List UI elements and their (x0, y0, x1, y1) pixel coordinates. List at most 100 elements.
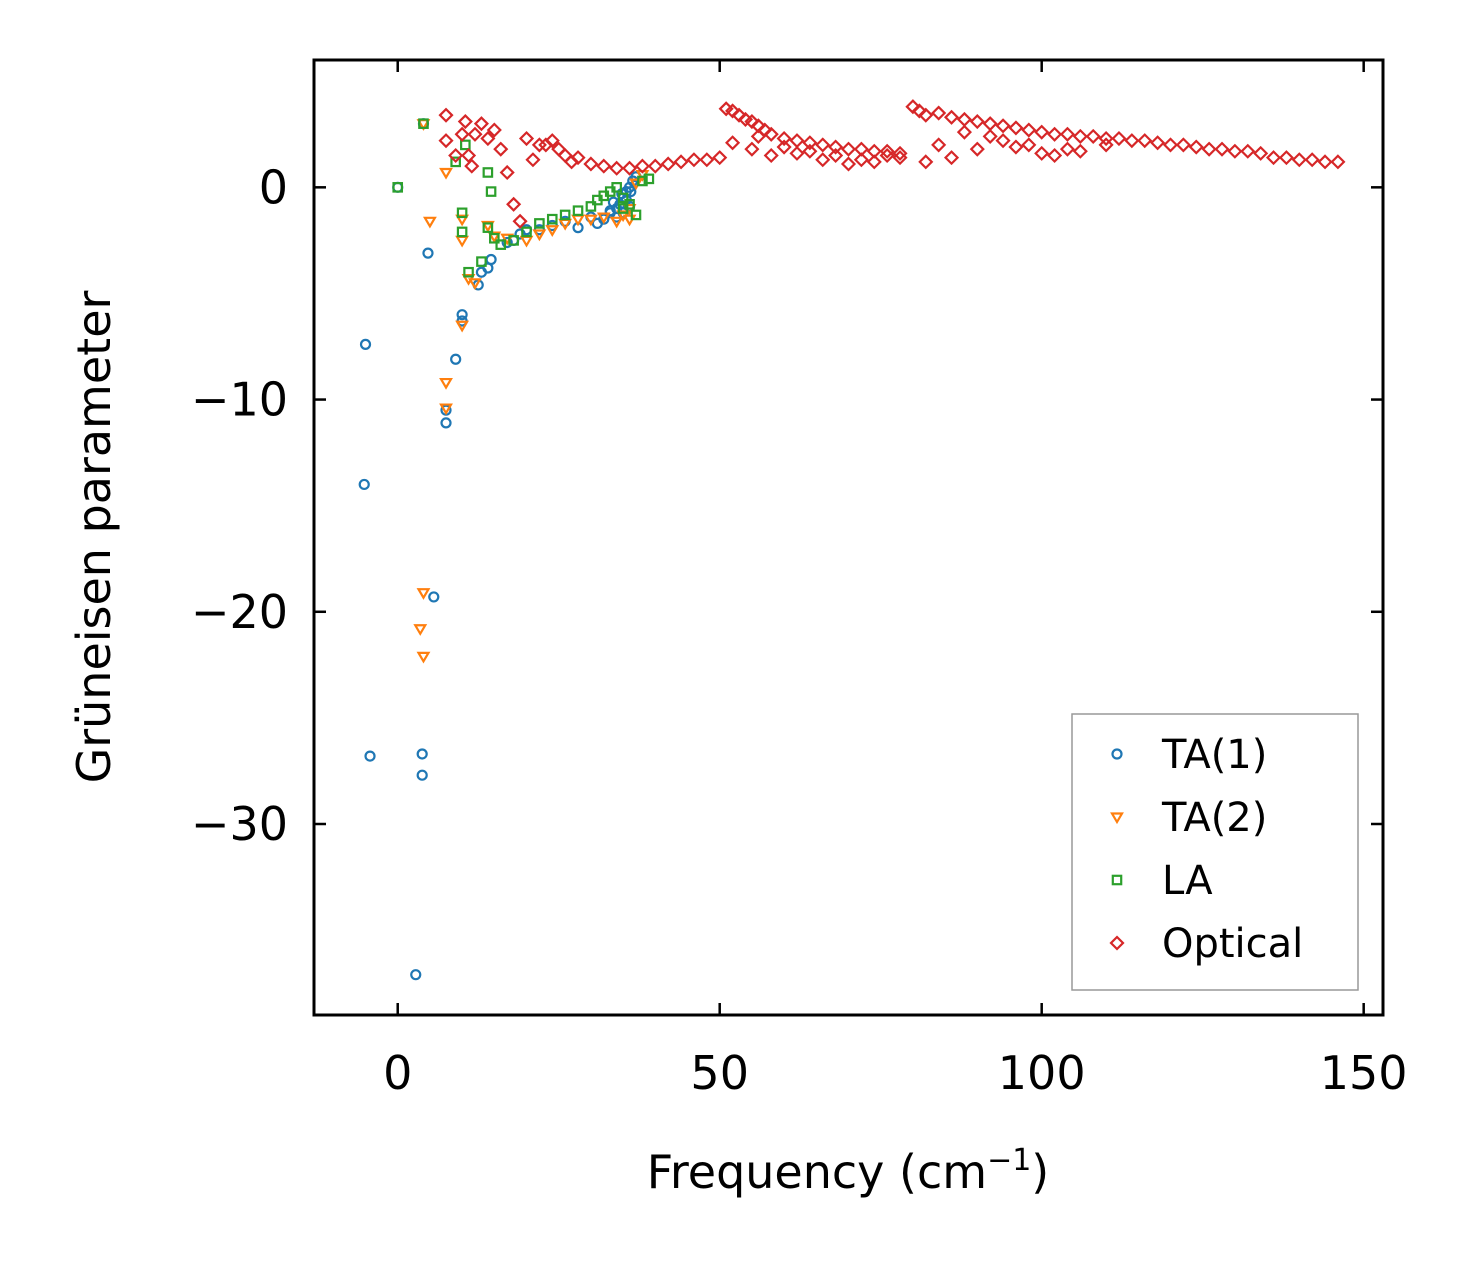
legend-marker (1109, 935, 1125, 951)
data-point (364, 750, 376, 762)
data-point (495, 239, 507, 250)
data-point (609, 160, 625, 176)
data-point (1021, 137, 1037, 153)
data-point (480, 220, 495, 233)
data-point (439, 167, 453, 180)
data-point (1008, 139, 1024, 155)
data-point (905, 99, 921, 115)
data-point (583, 214, 598, 227)
data-point (585, 201, 597, 212)
axis-ticks: 0 50 100 150 0 −10 −20 −30 (191, 60, 1408, 1100)
data-point (439, 377, 453, 390)
data-point (501, 236, 513, 249)
data-point (1034, 124, 1050, 140)
data-point (416, 769, 428, 781)
x-axis-label-close: ) (1031, 1145, 1049, 1199)
x-tick-label: 100 (998, 1046, 1086, 1100)
data-point (571, 214, 585, 227)
data-point (744, 113, 760, 130)
data-point (725, 135, 741, 151)
data-point (918, 107, 934, 123)
data-point (643, 173, 655, 185)
data-point (572, 205, 584, 216)
data-point (617, 192, 629, 204)
legend-label: Optical (1162, 921, 1303, 967)
data-point (438, 133, 454, 149)
data-point (534, 218, 545, 229)
data-point (776, 130, 792, 147)
data-point (476, 256, 487, 267)
data-point (413, 624, 428, 636)
data-point (521, 226, 532, 238)
data-point (485, 253, 497, 266)
data-point (892, 145, 908, 161)
data-point (776, 139, 792, 155)
series-la (392, 118, 655, 278)
data-point (802, 135, 818, 151)
data-point (611, 182, 622, 193)
x-tick-label: 150 (1320, 1046, 1408, 1100)
data-point (559, 209, 571, 221)
legend: TA(1) TA(2) LA Optical (1071, 713, 1359, 991)
data-point (673, 154, 689, 170)
data-point (879, 147, 895, 164)
legend-entry: TA(2) (1110, 795, 1267, 841)
y-tick-label: −10 (191, 373, 288, 427)
legend-entry: LA (1111, 858, 1213, 904)
data-point (531, 137, 547, 153)
data-point (440, 417, 452, 429)
data-point (1111, 130, 1127, 147)
data-point (410, 969, 422, 981)
data-point (455, 235, 470, 248)
data-point (750, 128, 766, 144)
data-point (532, 229, 547, 242)
data-point (1162, 137, 1179, 153)
data-point (1034, 145, 1050, 161)
data-point (455, 214, 470, 227)
data-point (866, 154, 882, 170)
data-point (637, 175, 648, 187)
data-point (418, 118, 429, 129)
data-point (1021, 122, 1037, 138)
data-point (428, 591, 440, 603)
data-point (1085, 128, 1101, 144)
data-point (546, 213, 558, 225)
data-point (486, 122, 502, 138)
y-axis-label: Grüneisen parameter (67, 290, 121, 783)
data-point (485, 186, 497, 197)
data-point (422, 216, 437, 229)
data-point (943, 150, 960, 166)
data-point (480, 130, 496, 147)
x-axis-label-superscript: −1 (987, 1143, 1031, 1178)
data-point (828, 147, 844, 164)
data-point (625, 185, 637, 198)
data-point (1072, 143, 1088, 159)
data-point (1317, 154, 1333, 170)
data-point (1008, 120, 1024, 136)
data-point (1175, 137, 1191, 153)
data-point (1098, 130, 1114, 147)
x-tick-label: 0 (383, 1046, 412, 1100)
data-point (621, 160, 638, 176)
legend-marker (1111, 874, 1123, 886)
data-point (519, 235, 534, 248)
legend-entries: TA(1) TA(2) LA Optical (1109, 732, 1303, 967)
data-point (493, 141, 509, 157)
y-tick-label: −20 (191, 585, 288, 639)
data-point (416, 651, 431, 664)
y-tick-label: −30 (191, 797, 288, 851)
data-point (489, 232, 500, 244)
data-point (1291, 152, 1307, 168)
data-point (1240, 143, 1256, 159)
data-point (918, 154, 934, 170)
legend-entry: TA(1) (1111, 732, 1267, 778)
data-point (596, 158, 612, 174)
data-point (448, 147, 464, 164)
data-point (630, 209, 642, 221)
data-point (583, 156, 599, 172)
data-point (450, 353, 462, 365)
data-point (463, 266, 474, 278)
data-point (416, 588, 431, 600)
data-point (763, 126, 779, 142)
